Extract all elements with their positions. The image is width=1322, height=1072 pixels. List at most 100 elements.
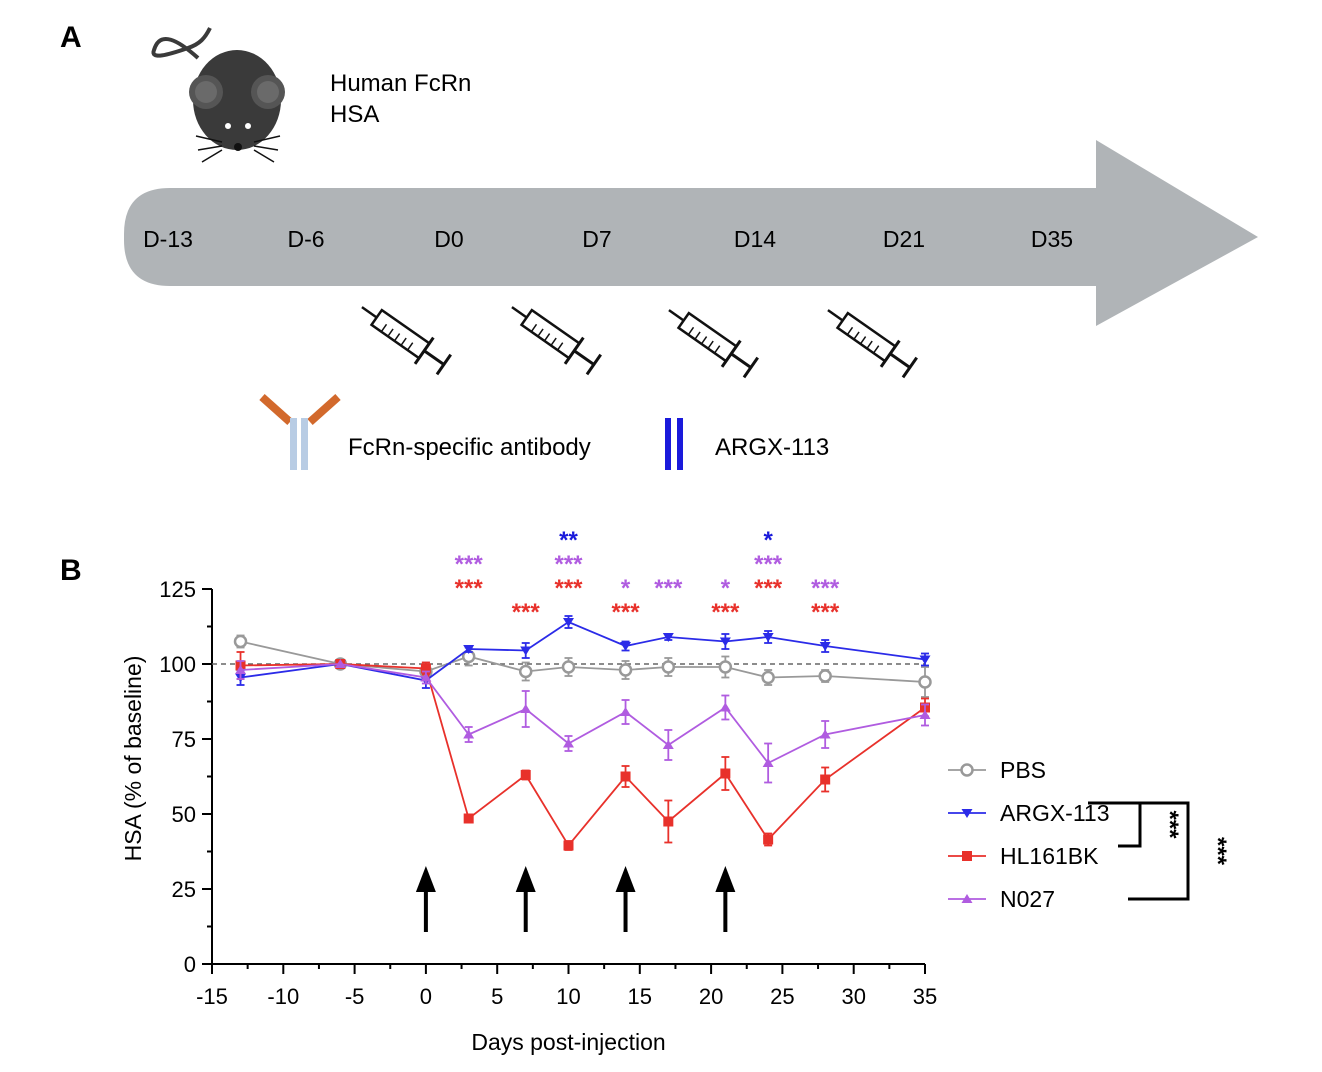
data-point bbox=[719, 702, 731, 712]
legend-marker bbox=[961, 894, 973, 903]
data-point bbox=[618, 663, 633, 677]
syringe-icon bbox=[658, 295, 762, 383]
data-point bbox=[762, 633, 774, 642]
data-point bbox=[919, 710, 931, 719]
x-tick-label: -5 bbox=[345, 984, 365, 1009]
x-tick-label: 30 bbox=[841, 984, 865, 1009]
data-point bbox=[662, 740, 674, 749]
data-point bbox=[334, 659, 346, 668]
mouse-label-fcrn: Human FcRn bbox=[330, 70, 471, 97]
significance-mark: *** bbox=[811, 575, 840, 602]
y-tick-label: 25 bbox=[172, 877, 196, 902]
y-tick-label: 50 bbox=[172, 802, 196, 827]
data-point bbox=[620, 707, 632, 716]
bracket-significance-label: *** bbox=[1204, 837, 1231, 866]
data-point bbox=[662, 633, 674, 642]
significance-mark: *** bbox=[754, 551, 783, 578]
syringe-icon bbox=[501, 292, 605, 380]
significance-mark: *** bbox=[512, 599, 541, 626]
timeline-arrow bbox=[124, 140, 1258, 326]
data-point bbox=[718, 660, 733, 674]
data-point bbox=[818, 669, 832, 683]
significance-mark: *** bbox=[654, 575, 683, 602]
legend-label: HL161BK bbox=[1000, 843, 1099, 869]
data-point bbox=[918, 675, 932, 689]
significance-mark: *** bbox=[612, 599, 641, 626]
injection-arrow-head bbox=[615, 866, 636, 892]
significance-mark: *** bbox=[554, 551, 583, 578]
timeline-day: D7 bbox=[582, 226, 611, 252]
injection-arrow-head bbox=[715, 866, 736, 892]
significance-mark: *** bbox=[711, 599, 740, 626]
data-point bbox=[719, 637, 731, 647]
data-point bbox=[819, 642, 831, 651]
y-tick-label: 0 bbox=[184, 952, 196, 977]
syringe-icon bbox=[817, 295, 921, 383]
data-point bbox=[520, 646, 532, 656]
series-line-pbs bbox=[240, 640, 926, 683]
data-point bbox=[761, 670, 775, 685]
y-axis-label: HSA (% of baseline) bbox=[120, 656, 146, 862]
significance-mark: *** bbox=[455, 575, 484, 602]
x-tick-label: 25 bbox=[770, 984, 794, 1009]
legend-marker bbox=[962, 851, 972, 861]
x-tick-label: 5 bbox=[491, 984, 503, 1009]
data-point bbox=[420, 663, 431, 674]
bracket-significance-label: *** bbox=[1156, 810, 1183, 839]
data-point bbox=[518, 664, 533, 679]
y-tick-label: 75 bbox=[172, 727, 196, 752]
data-point bbox=[620, 642, 632, 651]
data-point bbox=[663, 816, 674, 827]
significance-mark: ** bbox=[559, 527, 578, 554]
timeline-day: D-13 bbox=[143, 226, 193, 252]
legend-marker bbox=[961, 809, 973, 818]
panel-b: B 0 25 50 75 100 125 -15 -10 -5 0 5 10 15 20 25 30 35 Day… bbox=[60, 527, 1231, 1055]
data-point bbox=[661, 660, 676, 674]
mouse-icon bbox=[151, 27, 285, 163]
data-point bbox=[561, 660, 576, 674]
panel-b-label: B bbox=[60, 554, 82, 587]
argx-113-legend-label: ARGX-113 bbox=[715, 434, 829, 461]
injection-arrow-head bbox=[515, 866, 536, 892]
data-point bbox=[563, 840, 574, 851]
significance-mark: *** bbox=[554, 575, 583, 602]
antibody-legend-label: FcRn-specific antibody bbox=[348, 434, 591, 461]
y-tick-label: 125 bbox=[159, 577, 196, 602]
significance-mark: * bbox=[721, 575, 731, 602]
timeline-day: D35 bbox=[1031, 226, 1073, 252]
legend-marker bbox=[960, 763, 974, 777]
data-point bbox=[620, 771, 631, 782]
data-point bbox=[919, 655, 931, 665]
data-point bbox=[233, 634, 248, 649]
data-point bbox=[463, 645, 475, 654]
series-line-hl161bk bbox=[240, 663, 926, 848]
significance-bracket bbox=[1095, 801, 1190, 901]
timeline-day: D-6 bbox=[287, 226, 324, 252]
significance-mark: *** bbox=[455, 551, 484, 578]
x-tick-label: -15 bbox=[196, 984, 228, 1009]
panel-a: A Human FcRn HSA D-13 D-6 D0 D7 D14 D21 … bbox=[60, 21, 1258, 470]
significance-mark: *** bbox=[811, 599, 840, 626]
x-axis-label: Days post-injection bbox=[471, 1029, 665, 1055]
y-tick-label: 100 bbox=[159, 652, 196, 677]
series-line-argx-113 bbox=[240, 620, 926, 682]
data-point bbox=[563, 618, 574, 627]
data-point bbox=[463, 813, 474, 824]
injection-arrow-head bbox=[415, 866, 436, 892]
panel-a-label: A bbox=[60, 21, 82, 54]
antibody-icon bbox=[259, 394, 341, 470]
x-tick-label: -10 bbox=[267, 984, 299, 1009]
data-point bbox=[420, 672, 432, 682]
x-tick-label: 35 bbox=[913, 984, 937, 1009]
syringe-icon bbox=[351, 292, 455, 380]
timeline-day: D0 bbox=[434, 226, 463, 252]
data-point bbox=[463, 729, 475, 739]
significance-mark: * bbox=[621, 575, 631, 602]
chart: 0 25 50 75 100 125 -15 -10 -5 0 5 10 15 20 25 30 35 Days … bbox=[120, 527, 1231, 1055]
timeline-day: D21 bbox=[883, 226, 925, 252]
legend-label: PBS bbox=[1000, 757, 1046, 783]
data-point bbox=[763, 834, 774, 845]
significance-mark: *** bbox=[754, 575, 783, 602]
series-line-n027 bbox=[240, 663, 926, 765]
